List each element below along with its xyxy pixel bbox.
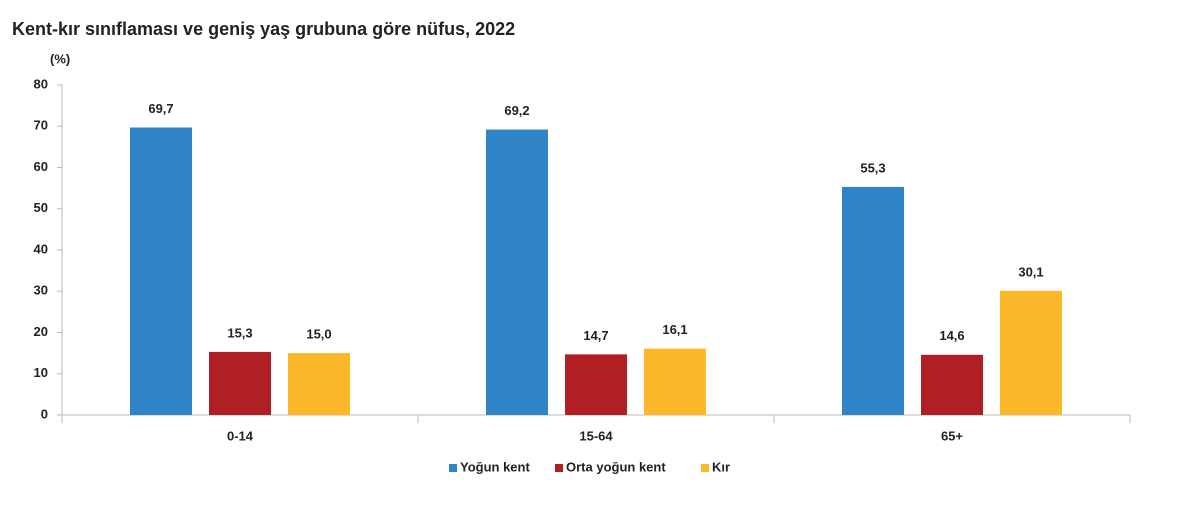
value-label: 30,1 <box>1018 264 1043 279</box>
bar <box>644 348 706 415</box>
bar <box>921 354 983 415</box>
bar <box>565 354 627 415</box>
x-tick-label: 65+ <box>941 428 963 443</box>
y-tick-label: 80 <box>34 76 48 91</box>
legend-label: Kır <box>712 459 730 474</box>
y-tick-label: 60 <box>34 159 48 174</box>
bar <box>209 351 271 415</box>
bar <box>486 129 548 416</box>
y-tick-label: 20 <box>34 324 48 339</box>
value-label: 69,7 <box>148 101 173 116</box>
x-tick-label: 0-14 <box>227 428 254 443</box>
legend-marker <box>449 464 457 472</box>
chart-title: Kent-kır sınıflaması ve geniş yaş grubun… <box>12 19 515 39</box>
value-label: 15,3 <box>227 325 252 340</box>
bar <box>130 127 192 416</box>
bar <box>842 186 904 415</box>
legend-label: Orta yoğun kent <box>566 459 666 474</box>
bar <box>288 353 350 415</box>
legend-label: Yoğun kent <box>460 459 530 474</box>
x-tick-label: 15-64 <box>579 428 613 443</box>
y-tick-label: 0 <box>41 406 48 421</box>
bar <box>1000 290 1062 415</box>
value-label: 14,7 <box>583 328 608 343</box>
value-label: 14,6 <box>939 328 964 343</box>
value-label: 15,0 <box>306 327 331 342</box>
y-tick-label: 70 <box>34 118 48 133</box>
value-label: 16,1 <box>662 322 687 337</box>
y-axis-label: (%) <box>50 51 70 66</box>
y-tick-label: 30 <box>34 283 48 298</box>
legend-marker <box>555 464 563 472</box>
y-tick-label: 10 <box>34 365 48 380</box>
value-label: 69,2 <box>504 103 529 118</box>
y-tick-label: 40 <box>34 241 48 256</box>
y-tick-label: 50 <box>34 200 48 215</box>
legend-marker <box>701 464 709 472</box>
value-label: 55,3 <box>860 160 885 175</box>
